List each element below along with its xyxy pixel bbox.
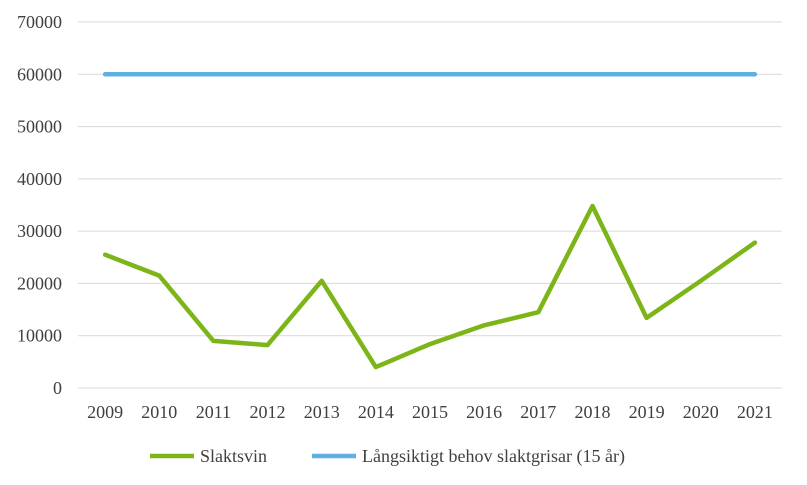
y-tick-label: 60000	[17, 64, 62, 84]
x-tick-label: 2020	[683, 402, 719, 422]
legend-label: Slaktsvin	[200, 446, 267, 466]
x-axis: 2009 2010 2011 2012 2013 2014 2015 2016 2017 2018…	[87, 402, 773, 422]
x-tick-label: 2009	[87, 402, 123, 422]
x-tick-label: 2021	[737, 402, 773, 422]
y-tick-label: 30000	[17, 221, 62, 241]
x-tick-label: 2011	[196, 402, 231, 422]
x-tick-label: 2013	[304, 402, 340, 422]
y-tick-label: 40000	[17, 169, 62, 189]
gridlines	[78, 21, 782, 389]
series-line-0	[102, 203, 758, 370]
x-tick-label: 2014	[358, 402, 394, 422]
x-tick-label: 2018	[574, 402, 610, 422]
y-tick-label: 50000	[17, 117, 62, 137]
x-tick-label: 2010	[141, 402, 177, 422]
x-tick-label: 2012	[250, 402, 286, 422]
legend: Slaktsvin Långsiktigt behov slaktgrisar (…	[150, 446, 625, 467]
y-tick-label: 10000	[17, 326, 62, 346]
x-tick-label: 2019	[629, 402, 665, 422]
x-tick-label: 2015	[412, 402, 448, 422]
x-tick-label: 2017	[520, 402, 556, 422]
legend-label: Långsiktigt behov slaktgrisar (15 år)	[362, 446, 625, 467]
x-tick-label: 2016	[466, 402, 502, 422]
y-axis: 0 10000 20000 30000 40000 50000 60000 70000	[17, 12, 62, 398]
y-tick-label: 70000	[17, 12, 62, 32]
y-tick-label: 20000	[17, 273, 62, 293]
y-tick-label: 0	[53, 378, 62, 398]
series-lines	[102, 72, 758, 370]
